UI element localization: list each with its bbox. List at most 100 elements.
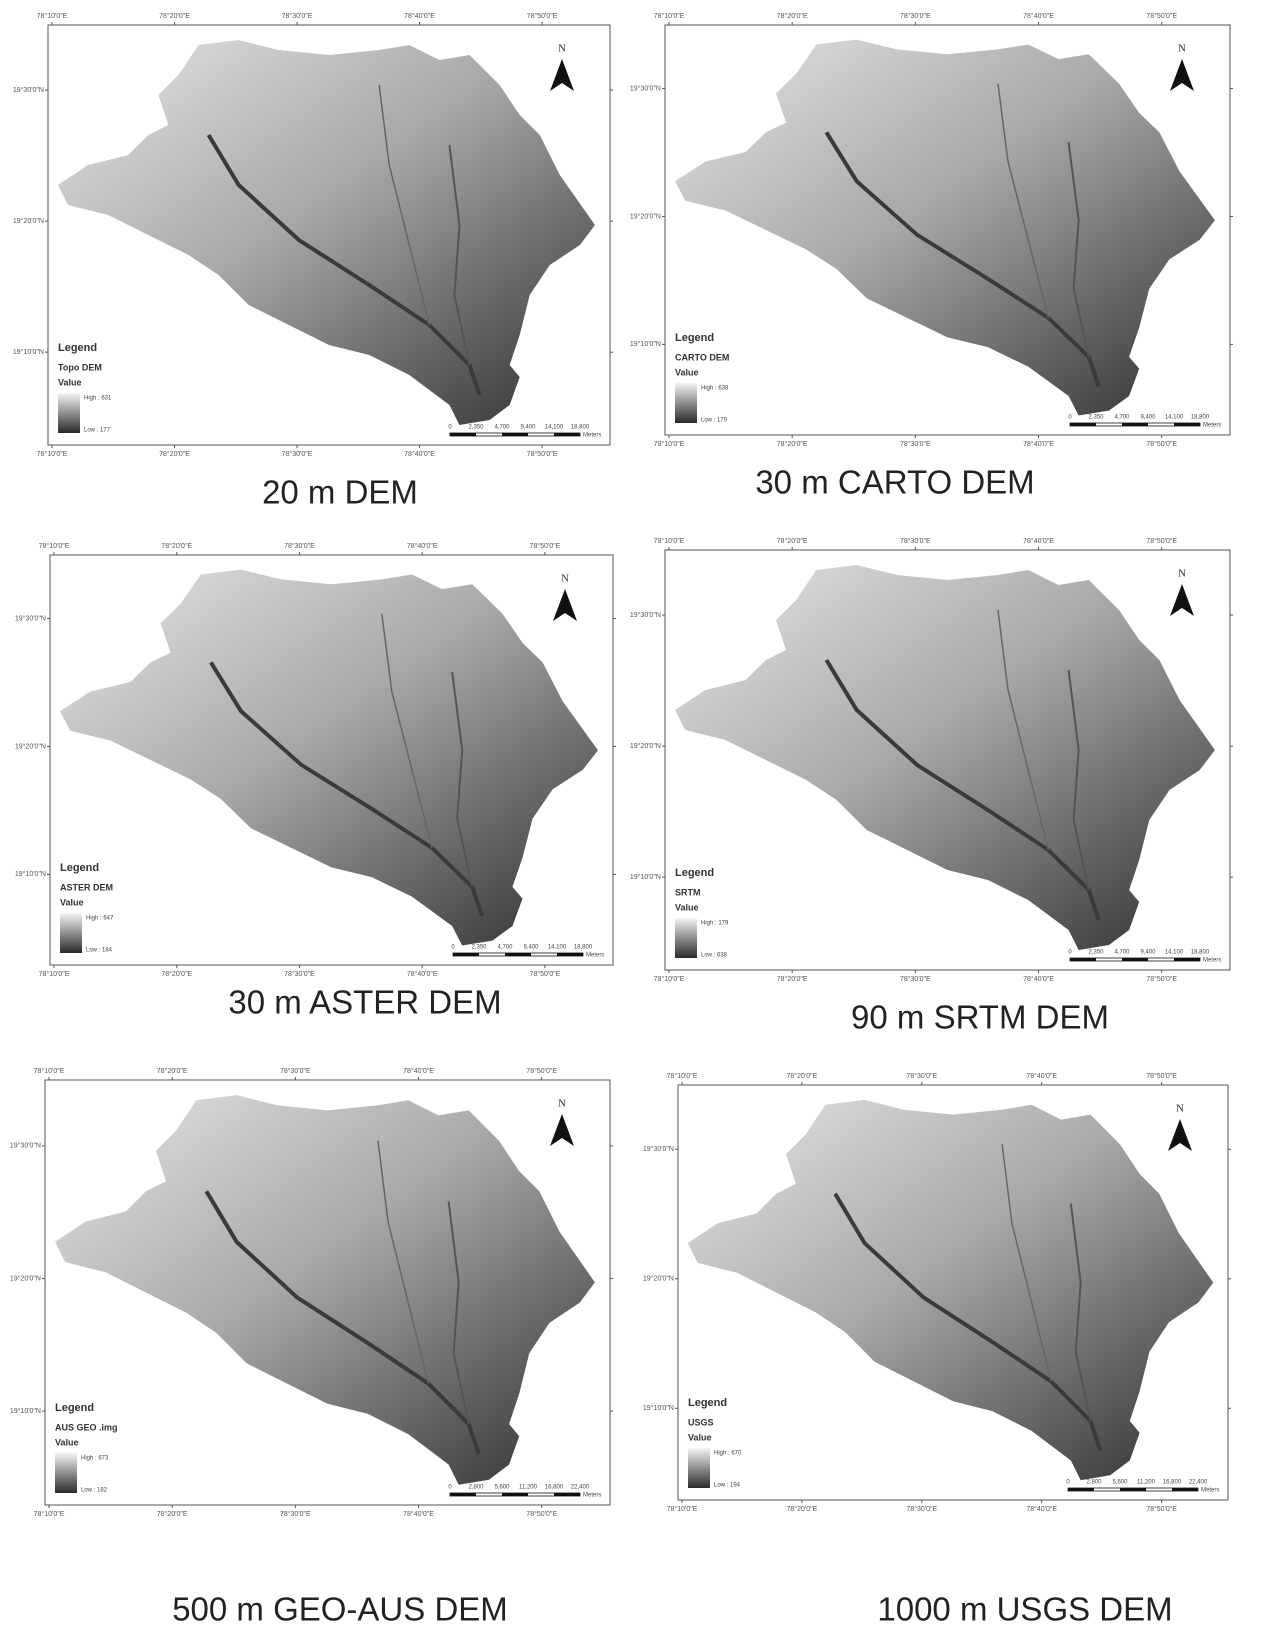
scale-label: 9,400: [1140, 950, 1156, 956]
longitude-label: 78°30'0"E: [284, 542, 315, 550]
latitude-label: 19°20'0"N: [643, 1275, 674, 1283]
north-label: N: [1176, 1103, 1184, 1115]
latitude-label: 19°30'0"N: [630, 611, 661, 619]
legend-low: Low : 194: [714, 1483, 741, 1489]
longitude-label: 78°50'0"E: [527, 12, 558, 20]
longitude-label: 78°40'0"E: [403, 1067, 434, 1075]
longitude-label: 78°50'0"E: [1146, 440, 1177, 448]
latitude-label: 19°10'0"N: [13, 348, 44, 356]
scale-segment: [554, 1493, 580, 1496]
longitude-label: 78°30'0"E: [900, 975, 931, 983]
longitude-label: 78°10'0"E: [37, 12, 68, 20]
latitude-label: 19°10'0"N: [10, 1407, 41, 1415]
longitude-label: 78°20'0"E: [777, 537, 808, 545]
longitude-label: 78°30'0"E: [280, 1510, 311, 1518]
longitude-label: 78°40'0"E: [403, 1510, 434, 1518]
legend-layer: SRTM: [675, 887, 701, 897]
legend-layer: USGS: [688, 1417, 714, 1427]
latitude-label: 19°30'0"N: [630, 84, 661, 92]
longitude-label: 78°40'0"E: [404, 450, 435, 458]
longitude-label: 78°20'0"E: [777, 975, 808, 983]
caption: 90 m SRTM DEM: [851, 999, 1109, 1036]
longitude-label: 78°40'0"E: [407, 542, 438, 550]
longitude-label: 78°20'0"E: [777, 440, 808, 448]
longitude-label: 78°30'0"E: [900, 12, 931, 20]
legend-value: Value: [60, 897, 84, 907]
figure: 78°10'0"E 78°10'0"E 78°20'0"E 78°20'0"E 78°3…: [0, 0, 1284, 1636]
scale-label: 18,800: [574, 945, 593, 951]
legend-value: Value: [55, 1437, 79, 1447]
longitude-label: 78°40'0"E: [1023, 12, 1054, 20]
longitude-label: 78°10'0"E: [654, 537, 685, 545]
scale-label: 4,700: [494, 425, 510, 431]
scale-segment: [502, 433, 528, 436]
scale-label: 2,350: [1088, 415, 1104, 421]
latitude-label: 19°30'0"N: [10, 1142, 41, 1150]
scale-segment: [450, 433, 476, 436]
map-panel: 78°10'0"E78°10'0"E78°20'0"E78°20'0"E78°3…: [10, 1067, 613, 1518]
scale-segment: [1070, 423, 1096, 426]
scale-label: 14,100: [1165, 415, 1184, 421]
legend-low: Low : 184: [86, 948, 113, 954]
latitude-label: 19°20'0"N: [15, 742, 46, 750]
longitude-label: 78°30'0"E: [900, 440, 931, 448]
legend-layer: CARTO DEM: [675, 352, 729, 362]
scale-label: 18,800: [1191, 950, 1210, 956]
latitude-label: 19°30'0"N: [643, 1145, 674, 1153]
longitude-label: 78°10'0"E: [39, 542, 70, 550]
longitude-label: 78°50'0"E: [530, 970, 561, 978]
longitude-label: 78°50'0"E: [526, 1067, 557, 1075]
legend-title: Legend: [58, 342, 97, 354]
legend-layer: ASTER DEM: [60, 882, 113, 892]
longitude-label: 78°40'0"E: [1026, 1505, 1057, 1513]
longitude-label: 78°20'0"E: [787, 1072, 818, 1080]
longitude-label: 78°50'0"E: [1146, 975, 1177, 983]
longitude-label: 78°50'0"E: [1146, 1505, 1177, 1513]
legend-ramp: [55, 1453, 77, 1493]
legend-high: High : 631: [84, 396, 112, 402]
longitude-label: 78°30'0"E: [906, 1505, 937, 1513]
legend-value: Value: [675, 367, 699, 377]
longitude-label: 78°20'0"E: [159, 450, 190, 458]
scale-label: 2,350: [471, 945, 487, 951]
longitude-label: 78°20'0"E: [157, 1067, 188, 1075]
longitude-label: 78°40'0"E: [407, 970, 438, 978]
caption: 20 m DEM: [262, 474, 418, 511]
map-panel: 78°10'0"E78°10'0"E78°20'0"E78°20'0"E78°3…: [643, 1072, 1231, 1513]
longitude-label: 78°30'0"E: [900, 537, 931, 545]
north-label: N: [561, 573, 569, 585]
scale-segment: [505, 953, 531, 956]
caption: 500 m GEO-AUS DEM: [172, 1591, 508, 1628]
caption: 30 m ASTER DEM: [228, 984, 501, 1021]
longitude-label: 78°30'0"E: [906, 1072, 937, 1080]
scale-segment: [450, 1493, 476, 1496]
scale-segment: [1070, 958, 1096, 961]
longitude-label: 78°20'0"E: [157, 1510, 188, 1518]
latitude-label: 19°10'0"N: [630, 873, 661, 881]
scale-label: 2,350: [1088, 950, 1104, 956]
legend-value: Value: [675, 902, 699, 912]
scale-label: 18,800: [571, 425, 590, 431]
scale-label: 11,200: [519, 1485, 538, 1491]
longitude-label: 78°10'0"E: [667, 1505, 698, 1513]
longitude-label: 78°50'0"E: [530, 542, 561, 550]
scale-label: 9,400: [523, 945, 539, 951]
longitude-label: 78°30'0"E: [284, 970, 315, 978]
scale-label: 5,600: [1112, 1480, 1128, 1486]
longitude-label: 78°10'0"E: [37, 450, 68, 458]
longitude-label: 78°50'0"E: [1146, 537, 1177, 545]
legend-title: Legend: [60, 862, 99, 874]
longitude-label: 78°30'0"E: [282, 450, 313, 458]
scale-segment: [1122, 958, 1148, 961]
scale-label: 14,100: [1165, 950, 1184, 956]
scale-segment: [453, 953, 479, 956]
north-label: N: [1178, 568, 1186, 580]
legend-high: High : 647: [86, 916, 114, 922]
scale-unit: Meters: [1203, 423, 1221, 429]
legend-title: Legend: [675, 332, 714, 344]
longitude-label: 78°50'0"E: [1146, 1072, 1177, 1080]
latitude-label: 19°10'0"N: [15, 870, 46, 878]
scale-unit: Meters: [583, 433, 601, 439]
longitude-label: 78°10'0"E: [667, 1072, 698, 1080]
longitude-label: 78°30'0"E: [282, 12, 313, 20]
